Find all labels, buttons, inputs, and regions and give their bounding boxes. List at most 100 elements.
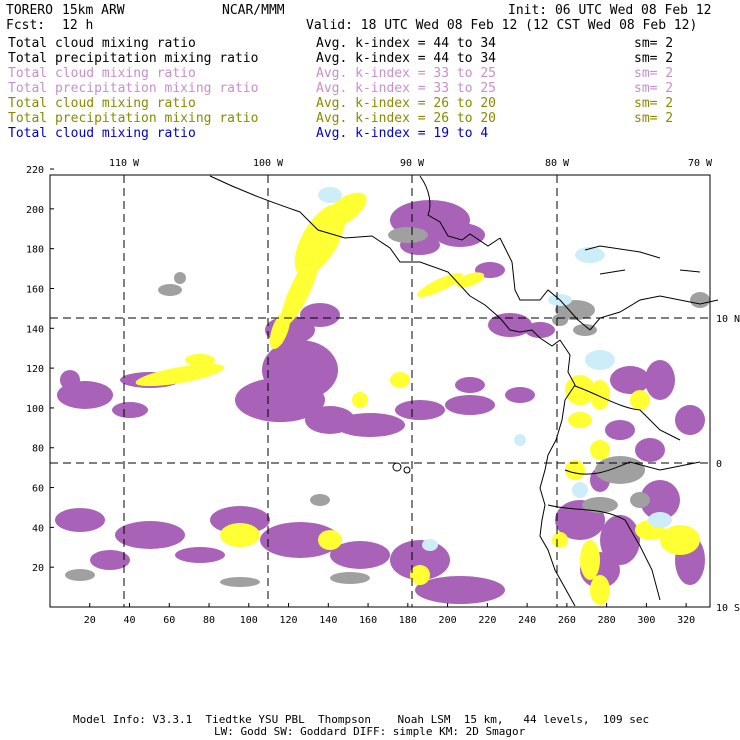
field-blob: [435, 223, 485, 247]
y-tick-label: 100: [26, 404, 44, 415]
field-blob: [572, 482, 588, 498]
y-tick-label: 40: [32, 523, 44, 534]
field-blob: [590, 380, 610, 410]
latitude-label: 10 S: [716, 603, 740, 614]
field-blob: [318, 530, 342, 550]
legend-sm: sm= 2: [634, 96, 674, 111]
legend-field: Total precipitation mixing ratio: [8, 51, 259, 66]
x-tick-label: 140: [319, 615, 337, 626]
field-blob: [582, 497, 618, 513]
forecast-hours: 12 h: [62, 18, 94, 33]
legend-kindex: Avg. k-index = 19 to 4: [316, 126, 489, 141]
axis-ticks: [50, 168, 687, 607]
x-tick-label: 180: [399, 615, 417, 626]
field-blob: [135, 363, 225, 387]
init-time: Init: 06 UTC Wed 08 Feb 12: [508, 3, 712, 18]
legend-sm: sm= 2: [634, 111, 674, 126]
longitude-label: 70 W: [688, 158, 713, 169]
y-tick-label: 200: [26, 205, 44, 216]
y-tick-label: 220: [26, 165, 44, 176]
field-blob: [690, 292, 710, 308]
x-tick-label: 240: [518, 615, 536, 626]
field-blob: [422, 539, 438, 551]
field-blob: [590, 575, 610, 605]
x-tick-label: 280: [598, 615, 616, 626]
legend-field: Total cloud mixing ratio: [8, 36, 196, 51]
legend-sm: sm= 2: [634, 51, 674, 66]
lat-lon-grid: [50, 175, 710, 607]
field-blob: [565, 460, 585, 480]
field-blob: [595, 456, 645, 484]
field-blob: [310, 494, 330, 506]
legend-sm: sm= 2: [634, 66, 674, 81]
field-blob: [115, 521, 185, 549]
field-blob: [330, 572, 370, 584]
plot-frame: [49, 174, 711, 608]
field-blob: [445, 395, 495, 415]
field-blob: [395, 400, 445, 420]
field-blob: [568, 412, 592, 428]
longitude-label: 80 W: [545, 158, 570, 169]
x-tick-label: 100: [240, 615, 258, 626]
x-tick-label: 260: [558, 615, 576, 626]
gulf-coast: [419, 175, 501, 247]
field-blob: [352, 392, 368, 408]
field-blob: [55, 508, 105, 532]
y-tick-label: 80: [32, 444, 44, 455]
field-blob: [640, 480, 680, 520]
central-america-caribbean: [499, 237, 591, 331]
x-tick-label: 20: [84, 615, 96, 626]
y-tick-label: 60: [32, 484, 44, 495]
field-blob: [390, 540, 450, 580]
colombia-coast: [539, 339, 576, 607]
x-tick-label: 220: [478, 615, 496, 626]
field-blob: [635, 438, 665, 462]
field-blob: [455, 377, 485, 393]
field-blob: [112, 402, 148, 418]
organization: NCAR/MMM: [222, 3, 285, 18]
field-blob: [318, 187, 342, 203]
legend-kindex: Avg. k-index = 33 to 25: [316, 81, 497, 96]
x-tick-label: 320: [677, 615, 695, 626]
field-blob: [410, 565, 430, 585]
field-blob: [415, 576, 505, 604]
peru-border: [547, 504, 661, 601]
field-blob: [294, 204, 346, 276]
latitude-label: 10 N: [716, 314, 740, 325]
field-blob: [300, 303, 340, 327]
field-blob: [158, 284, 182, 296]
field-blob: [185, 354, 215, 366]
field-blob: [175, 547, 225, 563]
caribbean-islands: [584, 245, 701, 275]
field-blob: [235, 378, 325, 422]
x-tick-label: 40: [123, 615, 135, 626]
legend-field: Total cloud mixing ratio: [8, 66, 196, 81]
central-america-pacific: [469, 295, 561, 347]
axis-labels: 20 40 60 80 100 120 140 160 180 200 220 240 260 280 30…: [26, 158, 740, 626]
field-blob: [417, 273, 463, 297]
field-blob: [630, 390, 650, 410]
legend-sm: sm= 2: [634, 81, 674, 96]
legend-kindex: Avg. k-index = 26 to 20: [316, 111, 497, 126]
y-tick-label: 120: [26, 364, 44, 375]
field-blob: [590, 440, 610, 460]
field-blob: [605, 420, 635, 440]
field-blob: [580, 540, 600, 580]
coastlines: [209, 175, 719, 607]
field-blob: [220, 577, 260, 587]
forecast-label: Fcst:: [6, 18, 46, 33]
field-blob: [573, 324, 597, 336]
field-blob: [455, 272, 485, 288]
field-blob: [610, 366, 650, 394]
galapagos: [392, 462, 411, 474]
field-blob: [630, 492, 650, 508]
field-blob: [675, 405, 705, 435]
field-blob: [505, 387, 535, 403]
field-blob: [552, 532, 568, 548]
field-blob: [210, 506, 270, 534]
andes-border-2: [564, 461, 701, 475]
field-blob: [174, 272, 186, 284]
field-blob: [648, 512, 672, 528]
legend-field: Total cloud mixing ratio: [8, 96, 196, 111]
